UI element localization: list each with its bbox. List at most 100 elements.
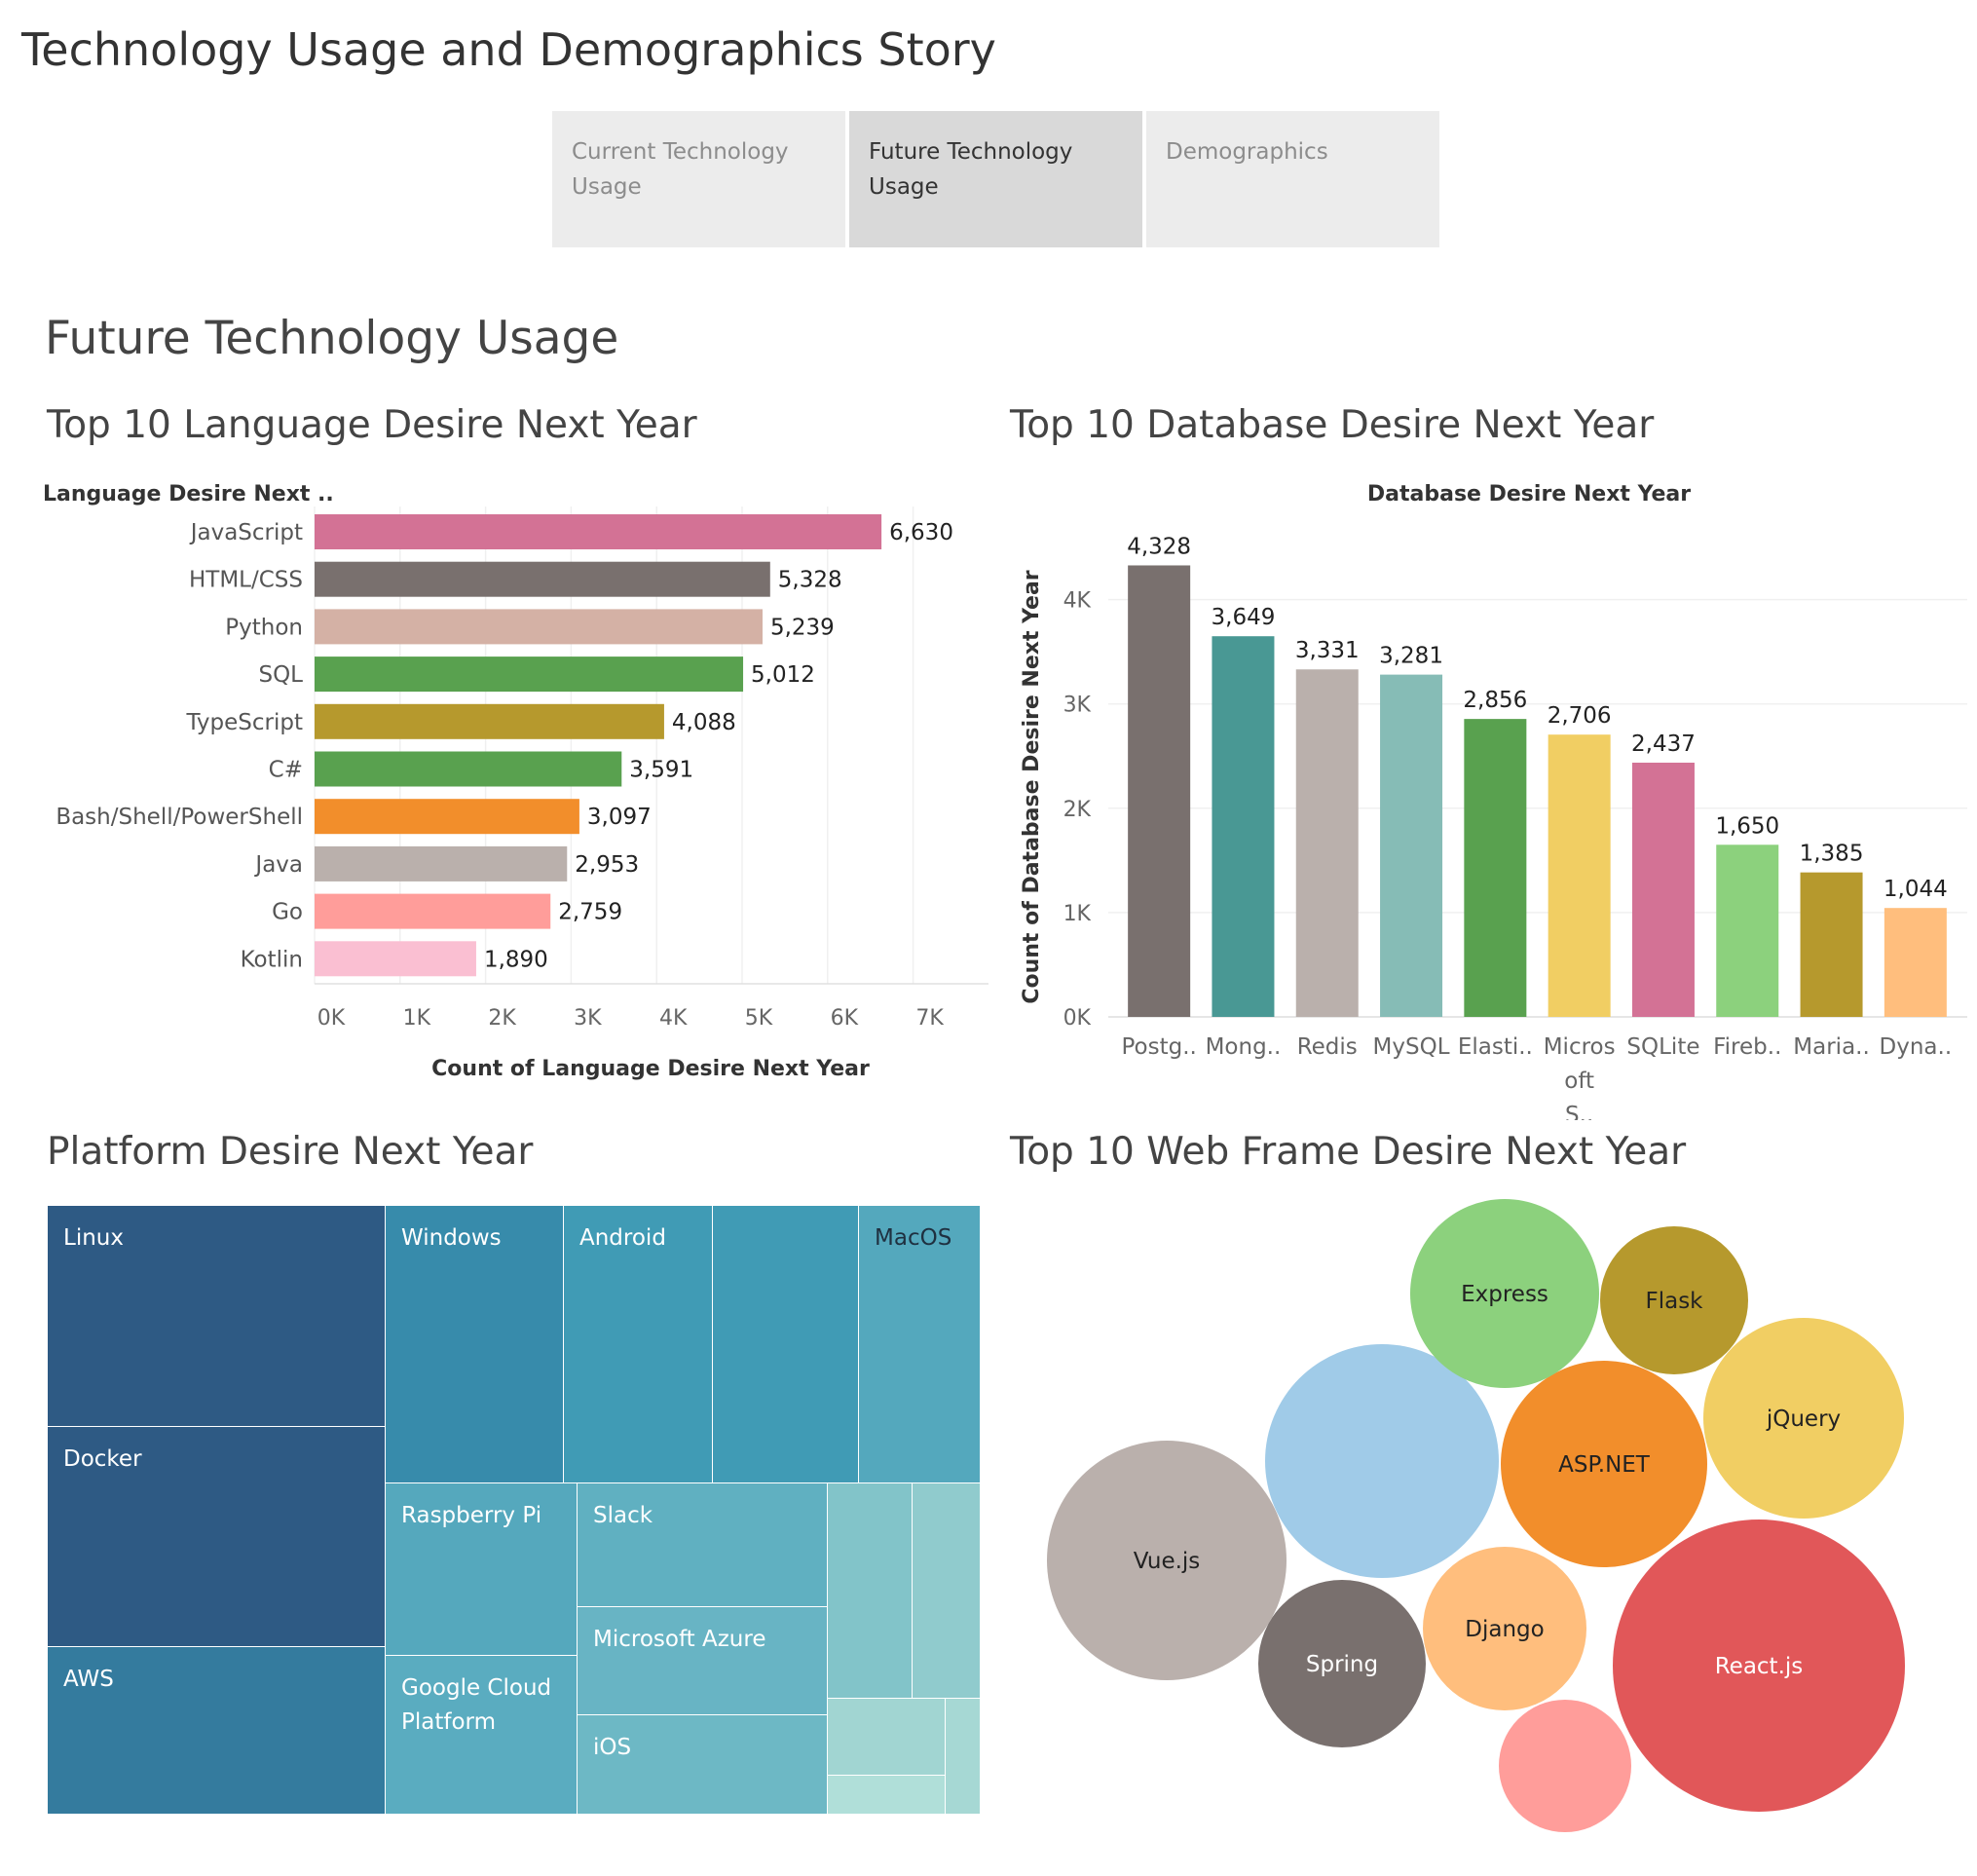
story-tab-label: Future Technology Usage — [869, 139, 1073, 200]
database-value-label: 3,281 — [1379, 644, 1443, 669]
database-value-label: 2,706 — [1548, 703, 1612, 729]
database-category-label: Dyna.. — [1880, 1034, 1953, 1060]
treemap-tile — [828, 1776, 945, 1814]
treemap-tile-label: Windows — [401, 1225, 502, 1251]
database-category-label: Redis — [1297, 1034, 1358, 1060]
database-value-label: 3,331 — [1295, 638, 1360, 663]
language-category-label: Bash/Shell/PowerShell — [56, 805, 303, 830]
database-value-label: 3,649 — [1212, 605, 1276, 630]
treemap-tile: Slack — [578, 1483, 827, 1606]
bubble — [1703, 1318, 1904, 1519]
story-title: Technology Usage and Demographics Story — [21, 23, 996, 76]
database-bar — [1716, 844, 1779, 1017]
bubble — [1499, 1700, 1631, 1832]
language-bar — [315, 893, 551, 929]
treemap-tile-label: AWS — [63, 1667, 114, 1692]
database-bar — [1631, 762, 1695, 1017]
platform-chart-title: Platform Desire Next Year — [47, 1130, 534, 1174]
bubble-label: ASP.NET — [1558, 1452, 1651, 1478]
language-value-label: 5,328 — [778, 568, 842, 593]
treemap-tile: Docker — [48, 1427, 385, 1646]
database-bar — [1800, 872, 1863, 1017]
language-bar-chart: Language Desire Next .. Count of Languag… — [43, 482, 988, 1081]
platform-treemap: Linux Docker AWS Windows Android MacOS Raspber… — [48, 1206, 980, 1814]
language-x-tick-label: 6K — [831, 1006, 859, 1031]
database-category-label: Postg.. — [1121, 1034, 1196, 1060]
language-value-label: 5,012 — [751, 662, 815, 688]
language-value-label: 6,630 — [889, 520, 953, 545]
database-bar — [1884, 908, 1947, 1017]
treemap-tile: Linux — [48, 1206, 385, 1426]
language-x-tick-label: 0K — [317, 1006, 346, 1031]
database-bar — [1212, 636, 1275, 1017]
language-bar — [315, 845, 568, 882]
story-tab-label: Current Technology Usage — [572, 139, 789, 200]
language-value-label: 4,088 — [672, 710, 736, 735]
language-x-tick-label: 1K — [403, 1006, 431, 1031]
bubble — [1600, 1226, 1748, 1374]
database-bar-chart: Database Desire Next Year Count of Datab… — [1020, 482, 1967, 1120]
treemap-tile-label: Raspberry Pi — [401, 1503, 542, 1528]
treemap-tile: AWS — [48, 1647, 385, 1814]
language-value-label: 2,759 — [558, 900, 622, 925]
treemap-tile-label: Android — [579, 1225, 666, 1251]
language-category-label: Kotlin — [241, 947, 303, 972]
treemap-tile-label: Docker — [63, 1446, 142, 1472]
webframe-chart-title: Top 10 Web Frame Desire Next Year — [1010, 1130, 1687, 1174]
treemap-tile-label: Linux — [63, 1225, 124, 1251]
language-bar — [315, 703, 664, 739]
database-value-label: 1,044 — [1884, 877, 1948, 902]
bubble — [1258, 1580, 1426, 1747]
language-category-label: C# — [269, 758, 303, 783]
dashboard-title: Future Technology Usage — [45, 312, 619, 365]
story-tab-future-technology-usage[interactable]: Future Technology Usage — [849, 111, 1142, 247]
database-value-label: 1,650 — [1715, 813, 1779, 839]
treemap-tile-label: Slack — [593, 1503, 653, 1528]
database-category-label: Elasti.. — [1458, 1034, 1533, 1060]
bubble-label: Spring — [1306, 1652, 1378, 1677]
language-bar — [315, 657, 744, 693]
language-x-tick-label: 4K — [659, 1006, 688, 1031]
language-bar — [315, 941, 476, 977]
bubble-label: jQuery — [1766, 1407, 1841, 1432]
treemap-tile — [713, 1206, 858, 1482]
language-category-label: Go — [272, 900, 303, 925]
bubble-label: React.js — [1715, 1654, 1804, 1679]
treemap-tile — [913, 1483, 980, 1698]
database-category-label: Micros oft S.. — [1544, 1034, 1616, 1120]
database-category-label: Maria.. — [1793, 1034, 1870, 1060]
database-column-header: Database Desire Next Year — [1367, 482, 1691, 507]
bubble — [1501, 1361, 1707, 1567]
language-bar — [315, 609, 763, 645]
database-value-label: 1,385 — [1800, 842, 1864, 867]
treemap-tile: Google Cloud Platform — [386, 1656, 577, 1814]
language-value-label: 5,239 — [770, 615, 835, 640]
database-chart-title: Top 10 Database Desire Next Year — [1010, 403, 1655, 447]
database-value-label: 4,328 — [1127, 534, 1191, 559]
language-row-header: Language Desire Next .. — [43, 482, 334, 507]
treemap-tile-label: MacOS — [875, 1225, 952, 1251]
language-category-label: TypeScript — [185, 710, 303, 735]
bubble — [1423, 1547, 1586, 1710]
language-category-label: HTML/CSS — [189, 568, 303, 593]
database-category-label: SQLite — [1626, 1034, 1699, 1060]
language-x-tick-label: 5K — [745, 1006, 773, 1031]
story-tab-demographics[interactable]: Demographics — [1146, 111, 1439, 247]
story-tab-current-technology-usage[interactable]: Current Technology Usage — [552, 111, 845, 247]
treemap-tile: iOS — [578, 1715, 827, 1814]
language-x-tick-label: 7K — [915, 1006, 944, 1031]
treemap-tile: Windows — [386, 1206, 563, 1482]
language-bar — [315, 561, 770, 597]
treemap-tile: Microsoft Azure — [578, 1607, 827, 1714]
language-value-label: 1,890 — [484, 947, 548, 972]
database-y-tick-label: 2K — [1063, 798, 1092, 822]
treemap-tile: Raspberry Pi — [386, 1483, 577, 1655]
database-y-tick-label: 1K — [1063, 902, 1092, 926]
bubble-label: Express — [1461, 1282, 1548, 1307]
language-value-label: 3,591 — [629, 758, 693, 783]
database-bar — [1464, 719, 1527, 1017]
treemap-tile-label: iOS — [593, 1735, 632, 1760]
database-y-tick-label: 3K — [1063, 694, 1092, 718]
language-chart-title: Top 10 Language Desire Next Year — [47, 403, 697, 447]
language-category-label: Python — [225, 615, 303, 640]
